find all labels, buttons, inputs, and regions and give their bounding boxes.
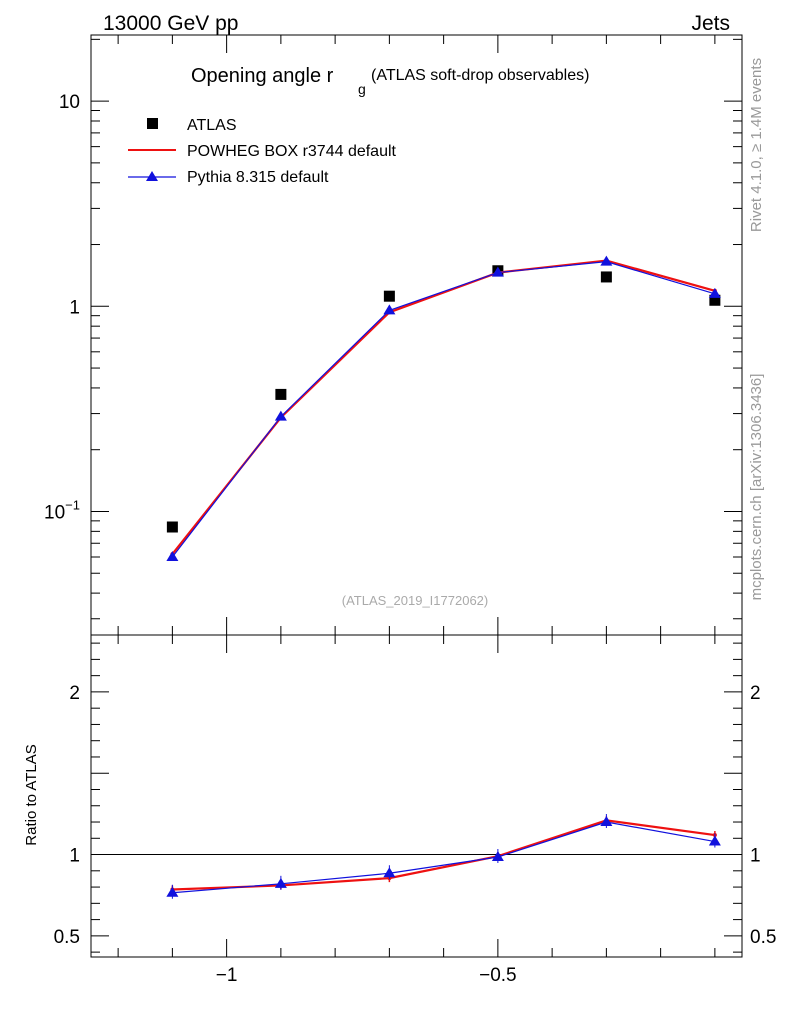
ratio-y-tick-label-right: 1 [750,846,761,867]
main-y-tick-label-exponent: −1 [65,497,80,512]
legend-pythia-marker [146,171,158,181]
x-tick-label: −1 [216,965,238,986]
ratio-series [166,814,721,899]
pythia-point [383,304,396,315]
main-y-tick-label-base: 10 [44,502,65,523]
atlas-data-point [709,294,721,306]
main-x-ticks [117,35,716,635]
pythia-point [166,550,179,561]
ratio-y-tick-label-left: 1 [69,846,80,867]
main-series [166,255,721,561]
category-label: Jets [691,12,730,35]
atlas-data-point [383,290,395,302]
pythia-point [708,287,721,298]
main-y-tick-label: 1 [69,297,80,318]
main-y-ticks [91,38,742,620]
legend-atlas-label: ATLAS [187,117,237,134]
x-tick-labels: −1 −0.5 [216,965,517,986]
source-label: mcplots.cern.ch [arXiv:1306.3436] [748,374,765,601]
ratio-y-tick-label-left: 2 [69,683,80,704]
atlas-data-point [275,388,287,400]
ratio-y-tick-label-right: 0.5 [750,927,776,948]
pythia-point [491,266,504,277]
main-y-tick-label: 10−1 [44,497,80,523]
chart-title: Opening angle r [191,65,334,87]
analysis-id: (ATLAS_2019_I1772062) [342,593,488,608]
pythia-ratio-point [708,835,721,846]
chart-title-main: Opening angle r [191,65,334,87]
pythia-ratio-point [491,850,504,861]
collision-label: 13000 GeV pp [103,12,238,35]
legend-atlas-marker [147,118,158,129]
legend: ATLAS POWHEG BOX r3744 default Pythia 8.… [128,117,397,186]
legend-pythia-label: Pythia 8.315 default [187,169,329,186]
pythia-point [600,255,613,266]
pythia-ratio-point [383,867,396,878]
atlas-data-point [600,271,612,283]
ratio-y-tick-labels: 0.5 0.5 1 1 2 2 [54,683,777,948]
powheg-ratio-line [172,819,716,891]
pythia-point [274,410,287,421]
pythia-line [171,261,716,558]
main-panel: Opening angle r g (ATLAS soft-drop obser… [44,34,743,636]
ratio-y-axis-label: Ratio to ATLAS [23,744,40,845]
ratio-y-ticks [91,642,742,953]
pythia-ratio-point [600,816,613,827]
ratio-y-tick-label-right: 2 [750,683,761,704]
powheg-line [171,259,716,555]
chart-title-extra: (ATLAS soft-drop observables) [371,67,589,84]
main-y-tick-label: 10 [59,92,80,113]
ratio-y-tick-label-left: 0.5 [54,927,80,948]
legend-powheg-label: POWHEG BOX r3744 default [187,143,397,160]
ratio-panel: 0.5 0.5 1 1 2 2 Ratio to ATLAS [23,634,777,958]
pythia-ratio-line [172,821,715,894]
rivet-version-label: Rivet 4.1.0, ≥ 1.4M events [748,58,765,232]
pythia-ratio-point [166,886,179,897]
ratio-x-ticks [117,635,716,957]
x-tick-label: −0.5 [479,965,517,986]
atlas-data-point [166,521,178,533]
pythia-ratio-point [274,877,287,888]
ratio-panel-frame [90,634,743,958]
chart-title-subscript: g [358,81,366,97]
